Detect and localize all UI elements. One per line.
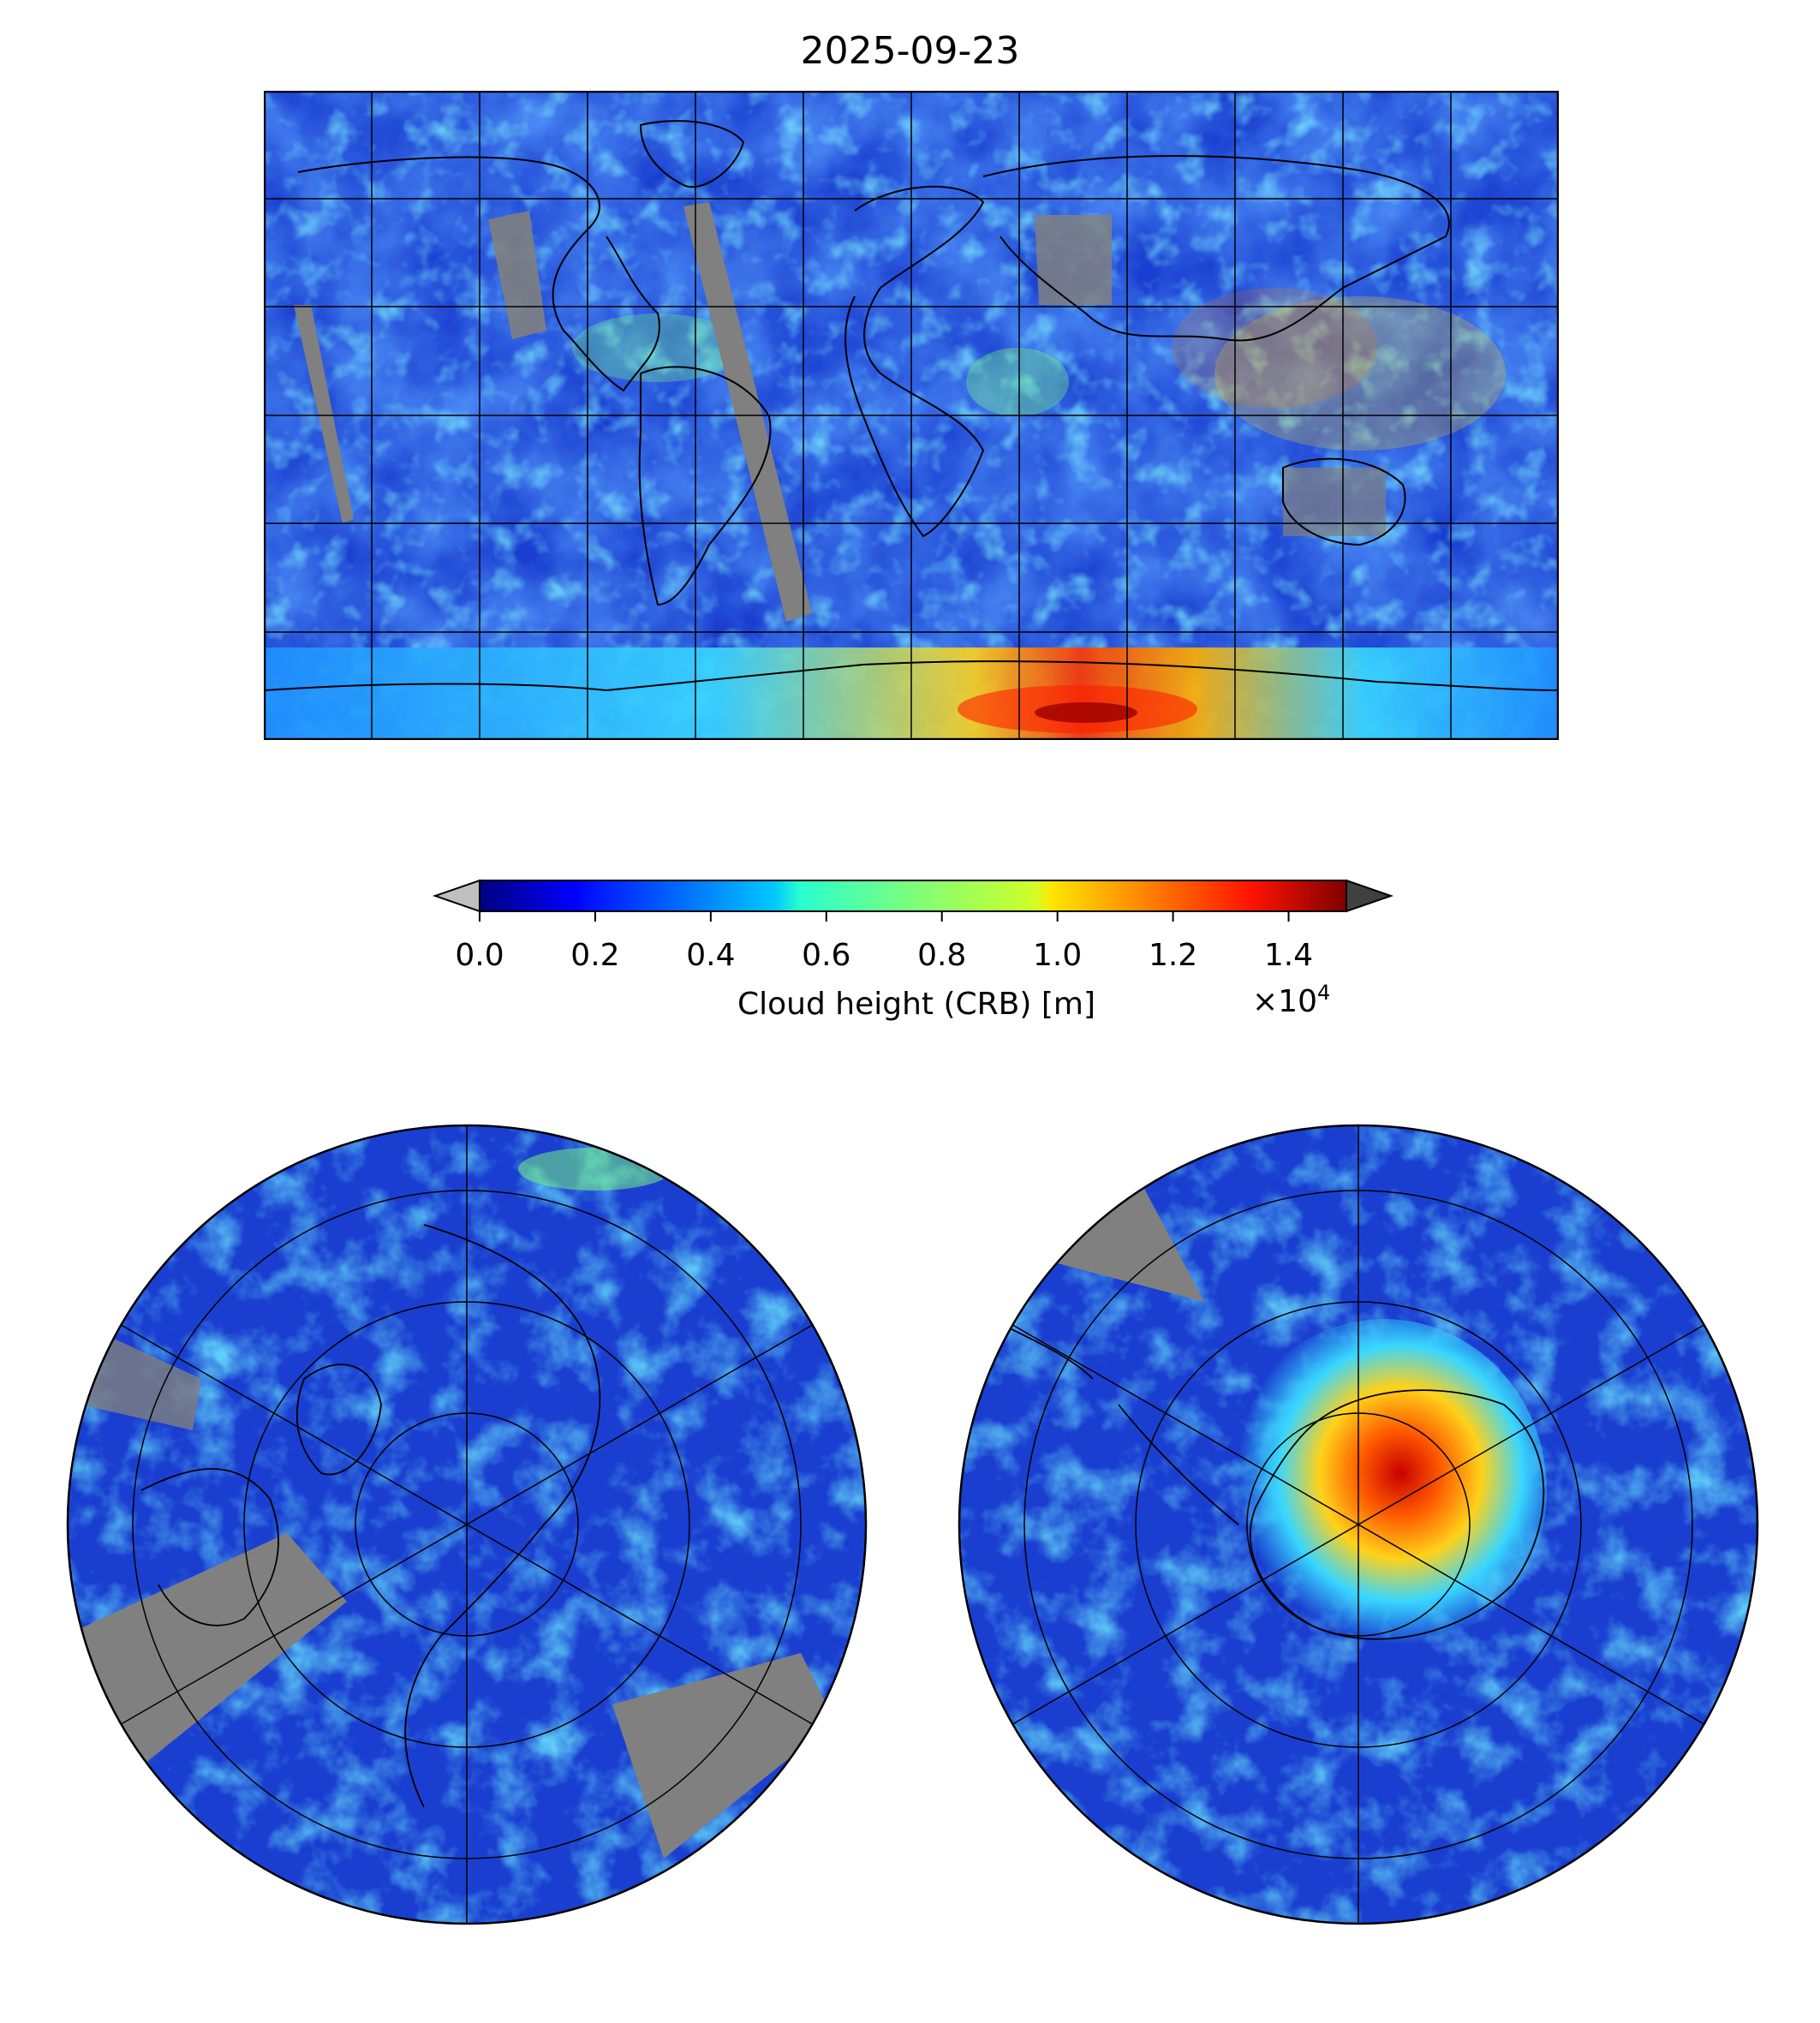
colorbar-tick-label: 1.4 [1263,938,1314,973]
colorbar [432,879,1394,922]
coastline-greenland [639,120,745,188]
no-data-swath [294,305,354,523]
graticule [264,91,1559,740]
north-polar-cloud-height-map [66,1124,868,1925]
coastline-greenland [295,1364,382,1476]
no-data-sector [81,1328,201,1430]
colorbar-tick-label: 0.0 [455,938,504,973]
coastline-south-america [638,366,772,606]
colorbar-gradient [480,880,1346,911]
global-cloud-height-map [264,91,1559,740]
coastline-antarctica [1249,1389,1545,1640]
colorbar-tick-label: 0.4 [686,938,736,973]
colorbar-label: Cloud height (CRB) [m] [737,987,1095,1022]
coastline-eurasia [404,1224,601,1808]
no-data-swath [1035,215,1112,305]
colorbar-over-extension [1346,879,1394,913]
south-polar-cloud-height-map [958,1124,1759,1925]
colorbar-tick-label: 0.6 [802,938,851,973]
coastline-europe-africa [844,185,985,538]
coastline-antarctic-peninsula [1118,1404,1239,1525]
colorbar-tick-label: 1.0 [1033,938,1083,973]
colorbar-tick-label: 1.2 [1148,938,1198,973]
polar-graticule [117,1125,816,1924]
polar-graticule [1009,1125,1708,1924]
coastline-north-america [140,1468,279,1626]
colorbar-exponent: ×104 [1252,981,1331,1019]
no-data-sector [68,1533,347,1773]
coastline-australia [1282,457,1406,546]
colorbar-under-extension [432,879,480,913]
coastline-antarctica [264,660,1559,692]
coastline-asia [982,155,1450,342]
coastline-north-america [297,156,660,392]
antarctic-high-cloud [1221,1319,1547,1662]
colorbar-tick-label: 0.8 [917,938,967,973]
figure-title: 2025-09-23 [800,29,1020,73]
colorbar-tick-label: 0.2 [570,938,620,973]
